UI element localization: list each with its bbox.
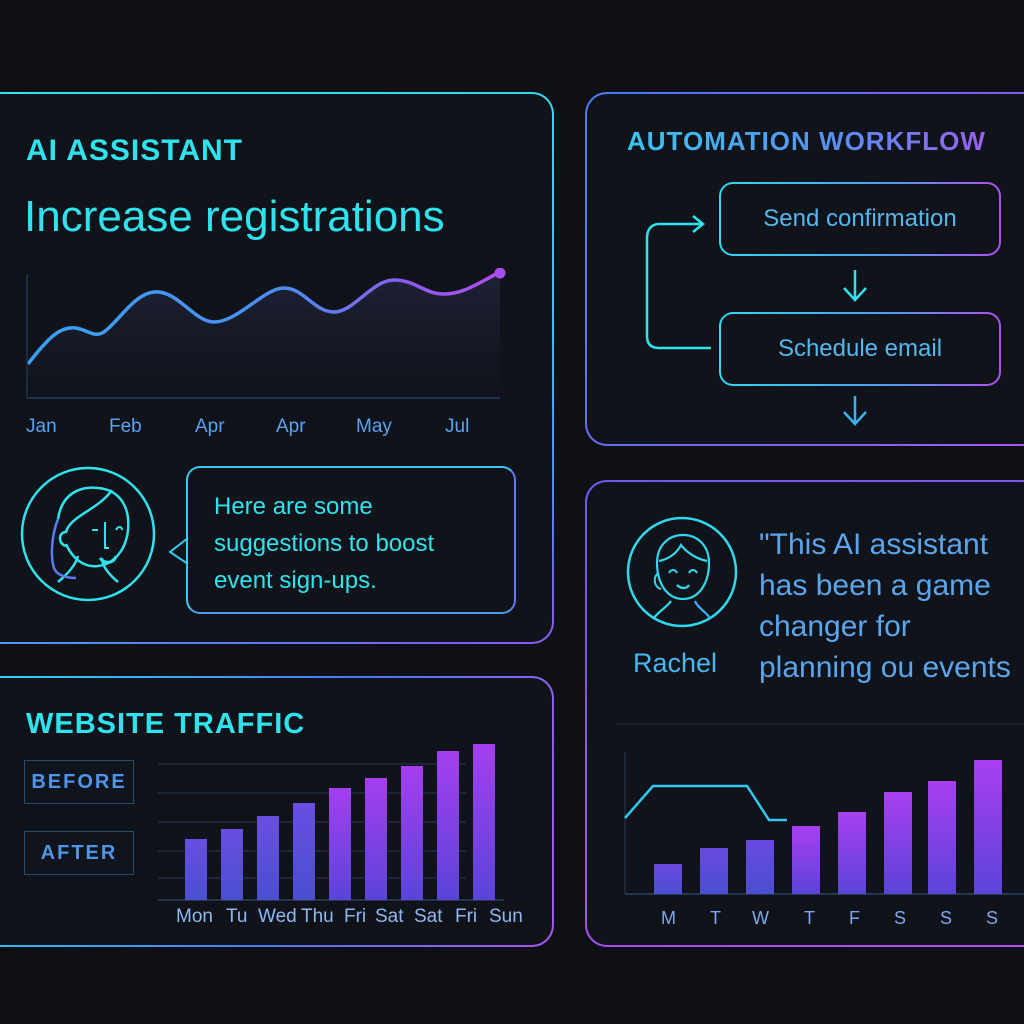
- testimonial-author: Rachel: [633, 648, 718, 678]
- x-axis-label: T: [804, 908, 815, 928]
- panel-title: AI ASSISTANT: [26, 134, 244, 167]
- x-axis-label: S: [986, 908, 999, 928]
- headline: Increase registrations: [24, 192, 445, 241]
- website-traffic-bar-chart: [158, 744, 504, 901]
- x-axis-label: Sat: [414, 906, 443, 927]
- quote-line: planning ou events: [759, 651, 1011, 684]
- x-axis-label: Thu: [301, 906, 334, 927]
- x-axis-label: S: [940, 908, 953, 928]
- quote-line: changer for: [759, 610, 911, 643]
- testimonial-panel: Rachel "This AI assistant has been a gam…: [585, 480, 1024, 947]
- x-axis-label: Apr: [276, 416, 306, 437]
- x-axis-label: Jul: [445, 416, 470, 437]
- registrations-line-chart: [26, 268, 506, 399]
- x-axis-label: Wed: [258, 906, 297, 927]
- endpoint-marker: [494, 268, 506, 279]
- after-toggle-button[interactable]: AFTER: [24, 831, 134, 875]
- workflow-step-send-confirmation[interactable]: Send confirmation: [719, 182, 1001, 256]
- x-axis-label: Apr: [195, 416, 225, 437]
- trend-line: [624, 784, 787, 822]
- quote-line: has been a game: [759, 569, 991, 602]
- x-axis-label: Tu: [226, 906, 248, 927]
- ai-assistant-panel: AI ASSISTANT Increase registrations: [0, 92, 554, 644]
- weekly-bar-chart: [617, 723, 1024, 895]
- panel-title: AUTOMATION WORKFLOW: [627, 126, 986, 156]
- x-axis-label: Mon: [176, 906, 213, 927]
- woman-avatar-icon: [20, 466, 156, 602]
- x-axis-label: Jan: [26, 416, 57, 437]
- x-axis-label: May: [356, 416, 392, 437]
- workflow-step-schedule-email[interactable]: Schedule email: [719, 312, 1001, 386]
- x-axis-label: Sat: [375, 906, 404, 927]
- chat-line: event sign-ups.: [214, 567, 377, 594]
- quote-line: "This AI assistant: [759, 528, 989, 561]
- woman-avatar-icon: [626, 516, 738, 628]
- x-axis-label: M: [661, 908, 676, 928]
- chat-line: suggestions to boost: [214, 530, 435, 557]
- speech-bubble-tail: [168, 537, 189, 565]
- workflow-connectors: [645, 215, 867, 426]
- x-axis-label: F: [849, 908, 860, 928]
- x-axis-label: Fri: [344, 906, 367, 927]
- panel-title: WEBSITE TRAFFIC: [26, 708, 306, 740]
- x-axis-label: W: [752, 908, 769, 928]
- loop-arrow-icon: [645, 222, 711, 350]
- x-axis-label: S: [894, 908, 907, 928]
- before-toggle-button[interactable]: BEFORE: [24, 760, 134, 804]
- x-axis-label: Fri: [455, 906, 478, 927]
- website-traffic-panel: WEBSITE TRAFFIC BEFORE AFTER: [0, 676, 554, 947]
- chat-line: Here are some: [214, 493, 373, 520]
- testimonial-quote: "This AI assistant has been a game chang…: [759, 524, 1024, 688]
- automation-workflow-panel: AUTOMATION WORKFLOW Send confirmation Sc…: [585, 92, 1024, 446]
- x-axis-label: Feb: [109, 416, 142, 437]
- down-arrow-icon: [843, 270, 867, 302]
- x-axis-label: T: [710, 908, 721, 928]
- x-axis-label: Sun: [489, 906, 523, 927]
- down-arrow-icon: [843, 396, 867, 426]
- assistant-chat-bubble: Here are some suggestions to boost event…: [186, 466, 516, 614]
